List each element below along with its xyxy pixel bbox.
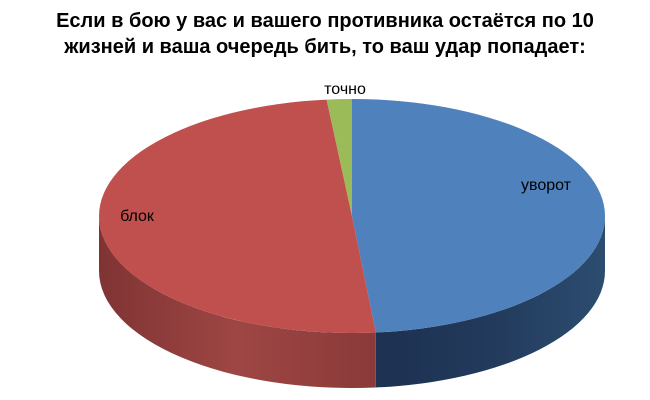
pie-3d-sides [99, 216, 605, 388]
pie-side-uvorot [375, 216, 605, 388]
pie-slice-tochno [326, 99, 352, 216]
chart-title-line-2: жизней и ваша очередь бить, то ваш удар … [64, 36, 586, 58]
slice-label-uvorot: уворот [521, 177, 571, 194]
pie-side-blok [99, 216, 376, 388]
slice-label-tochno: точно [324, 81, 366, 98]
slice-label-blok: блок [120, 208, 154, 225]
pie-top-slices [99, 99, 605, 333]
chart-title-line-1: Если в бою у вас и вашего противника ост… [56, 10, 594, 32]
chart-title: Если в бою у вас и вашего противника ост… [0, 8, 650, 60]
pie-slice-uvorot [352, 99, 605, 333]
pie-slice-blok [99, 99, 376, 333]
